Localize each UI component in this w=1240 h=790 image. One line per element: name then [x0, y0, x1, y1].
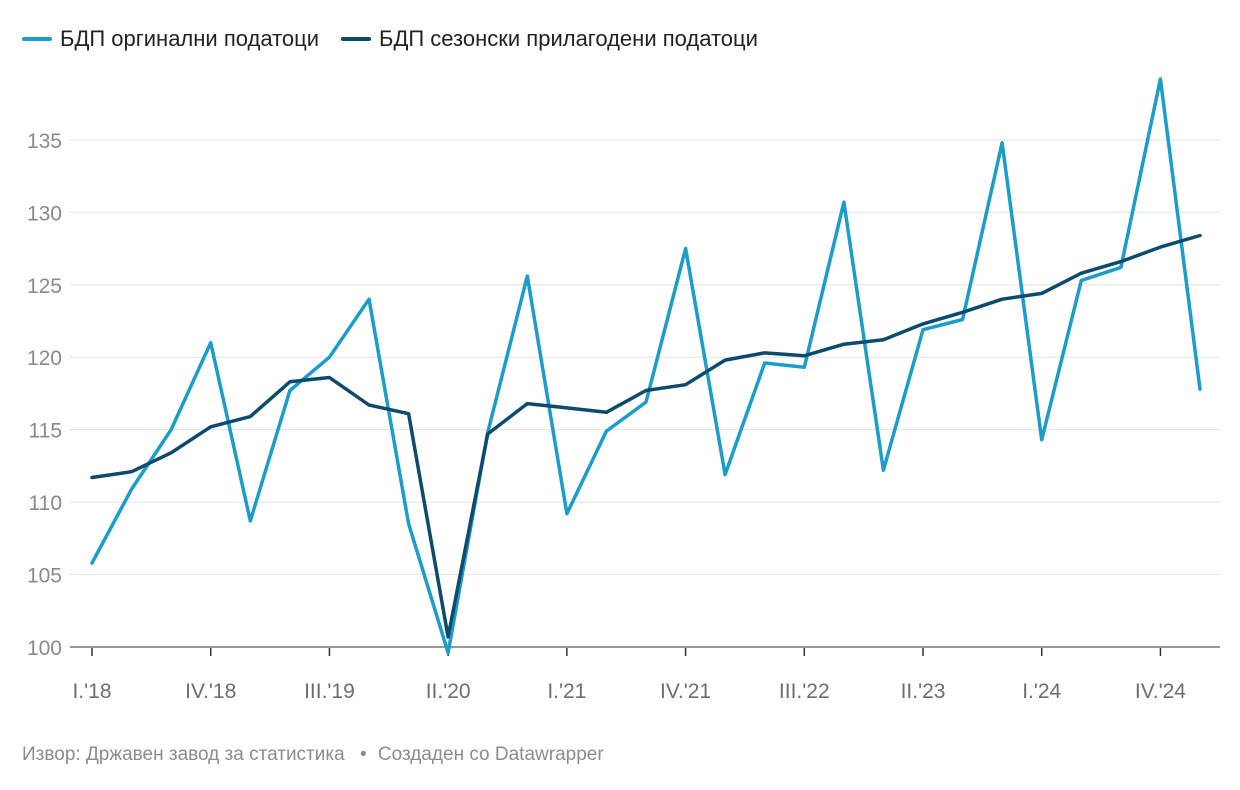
legend-swatch-original: [22, 37, 52, 41]
y-tick-label-110: 110: [29, 492, 62, 515]
x-tick-label-4: I.'21: [547, 680, 586, 703]
y-tick-label-115: 115: [29, 420, 62, 443]
footer-credit: Создаден со Datawrapper: [377, 744, 604, 765]
legend-label-original: БДП оргинални податоци: [60, 26, 320, 51]
footer: Извор: Државен завод за статистика • Соз…: [22, 744, 604, 766]
x-tick-label-1: IV.'18: [185, 680, 236, 703]
x-tick-label-6: III.'22: [779, 680, 830, 703]
y-tick-label-125: 125: [27, 275, 62, 298]
y-tick-label-120: 120: [27, 347, 62, 370]
x-tick-label-8: I.'24: [1022, 680, 1061, 703]
x-tick-label-3: II.'20: [426, 680, 471, 703]
x-tick-label-5: IV.'21: [660, 680, 711, 703]
y-tick-label-105: 105: [27, 565, 62, 588]
footer-separator: •: [359, 744, 367, 765]
grid-layer: 100 105 110 115 120 125 130 135: [27, 130, 1220, 660]
x-tick-label-9: IV.'24: [1135, 680, 1186, 703]
series-line-1: [90, 233, 1202, 639]
legend-item-seasonal: БДП сезонски прилагодени податоци: [341, 26, 758, 52]
legend-label-seasonal: БДП сезонски прилагодени податоци: [379, 26, 758, 51]
x-tick-label-0: I.'18: [72, 680, 111, 703]
legend: БДП оргинални податоци БДП сезонски прил…: [22, 26, 758, 52]
y-tick-label-100: 100: [27, 637, 62, 660]
series-layer: [90, 77, 1202, 655]
y-tick-label-130: 130: [27, 202, 62, 225]
legend-item-original: БДП оргинални податоци: [22, 26, 319, 52]
y-tick-label-135: 135: [27, 130, 62, 153]
x-axis: I.'18 IV.'18 III.'19 II.'20 I.'21 IV.'21 III.'…: [72, 648, 1186, 703]
legend-swatch-seasonal: [341, 37, 372, 41]
x-tick-label-7: II.'23: [901, 680, 946, 703]
x-tick-label-2: III.'19: [304, 680, 355, 703]
footer-source: Извор: Државен завод за статистика: [22, 744, 345, 765]
series-line-0: [90, 77, 1202, 655]
